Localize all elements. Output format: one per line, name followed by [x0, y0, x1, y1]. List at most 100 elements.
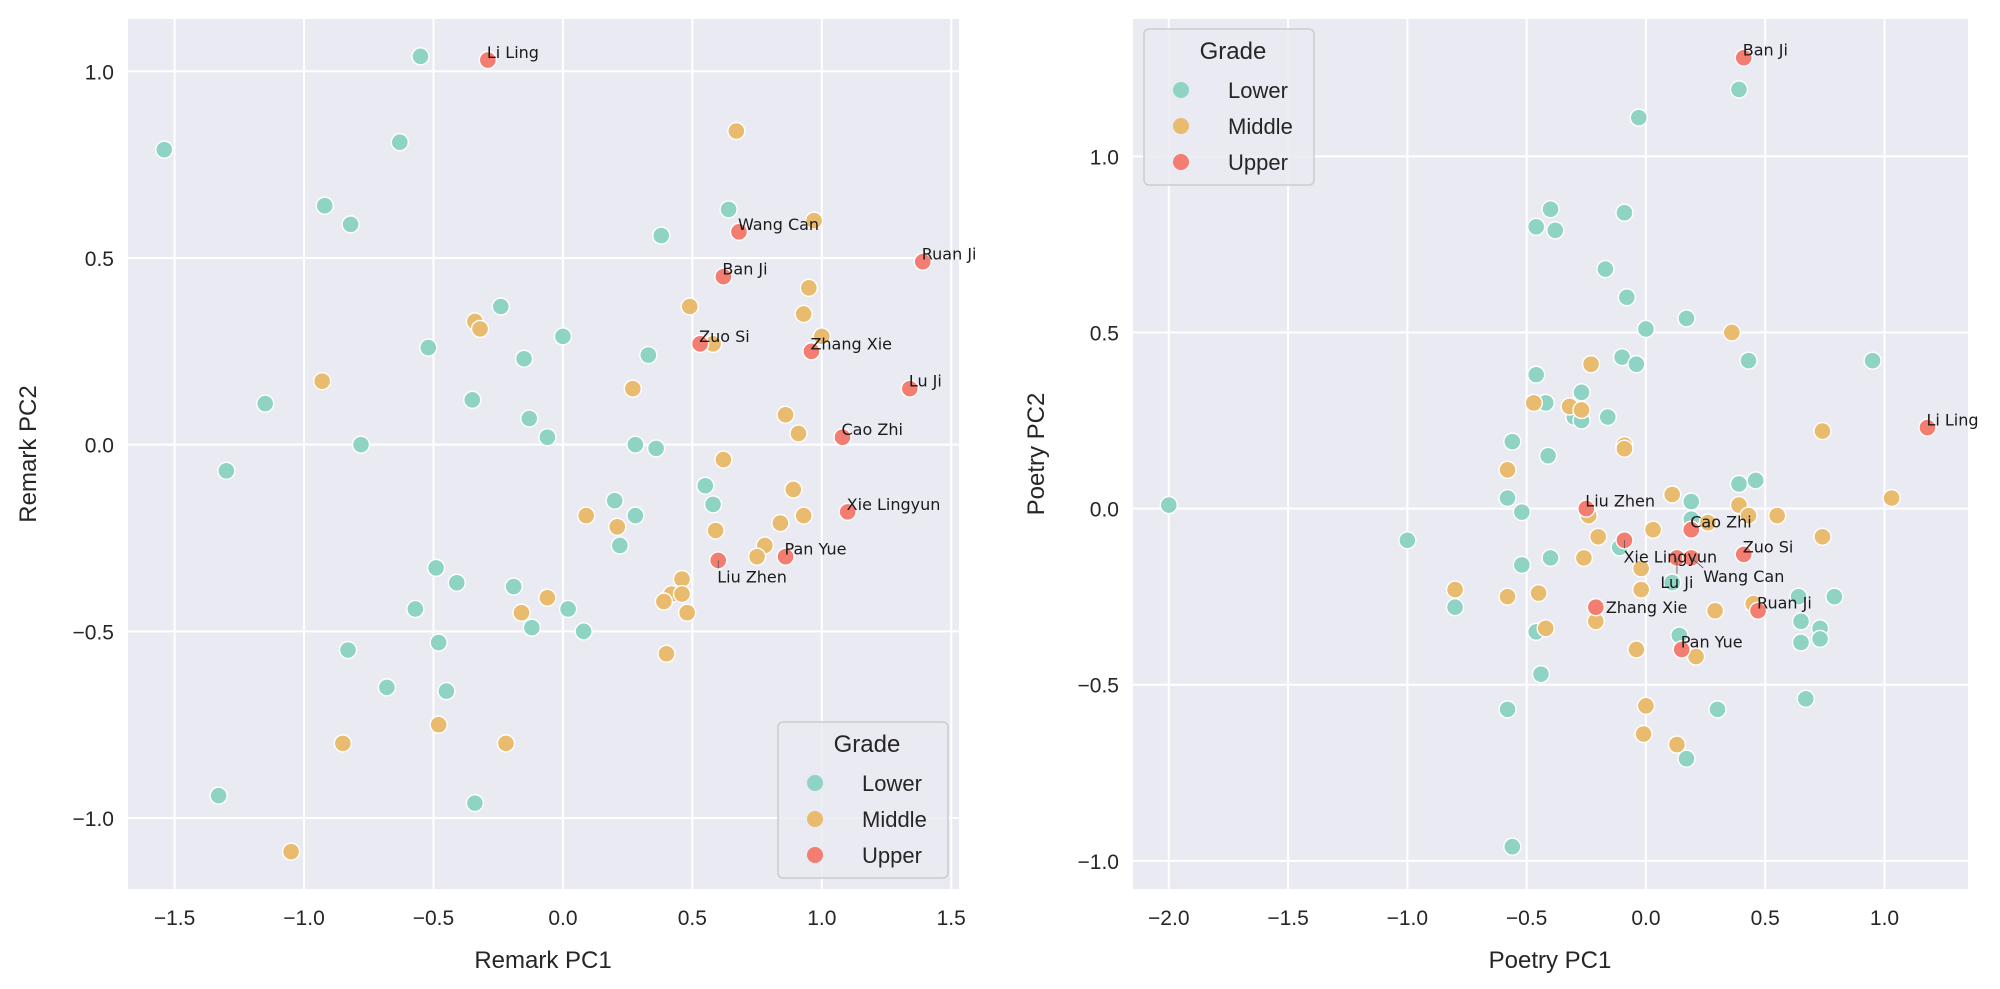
data-point-upper [833, 427, 852, 447]
point-label: Li Ling [1926, 411, 1978, 430]
data-point-middle [677, 603, 697, 622]
y-tick-label: −1.0 [1078, 851, 1119, 874]
data-point-lower [626, 506, 645, 525]
y-tick-label: −0.5 [1078, 675, 1119, 698]
data-point-lower [491, 297, 510, 316]
data-point-lower [1596, 259, 1615, 279]
x-tick-label: 0.0 [548, 907, 577, 930]
point-label: Wang Can [738, 215, 819, 234]
data-point-lower [1526, 217, 1546, 237]
x-tick-label: 1.0 [1870, 907, 1899, 930]
point-label: Ban Ji [1743, 41, 1788, 60]
y-tick-label: −0.5 [73, 621, 114, 644]
data-point-middle [1662, 485, 1682, 504]
legend-marker-upper [807, 847, 823, 863]
data-point-lower [217, 461, 236, 481]
data-point-lower [1825, 587, 1844, 606]
data-point-lower [411, 47, 430, 66]
data-point-middle [799, 278, 819, 298]
data-point-middle [747, 547, 767, 566]
data-point-middle [623, 379, 643, 398]
data-point-middle [333, 734, 353, 753]
data-point-middle [1536, 619, 1555, 638]
data-point-lower [1708, 700, 1727, 719]
data-points [155, 47, 932, 861]
data-point-middle [771, 513, 790, 533]
data-point-lower [1682, 492, 1701, 511]
data-point-lower [1746, 471, 1765, 490]
data-point-middle [706, 521, 725, 540]
point-label: Zhang Xie [810, 334, 892, 353]
data-point-lower [1541, 548, 1560, 568]
data-point-lower [646, 439, 666, 458]
data-point-lower [1541, 200, 1560, 219]
data-point-middle [1739, 506, 1758, 525]
data-point-middle [538, 588, 557, 607]
data-point-middle [1627, 640, 1646, 659]
data-point-middle [1498, 460, 1517, 480]
data-point-lower [1863, 351, 1882, 370]
data-point-lower [390, 133, 410, 152]
data-point-middle [470, 319, 490, 339]
data-point-upper [900, 379, 920, 398]
data-point-lower [719, 200, 738, 219]
data-point-lower [558, 599, 578, 619]
data-point-lower [1796, 689, 1815, 708]
data-point-lower [377, 678, 397, 697]
x-tick-label: −0.5 [413, 907, 454, 930]
data-point-lower [514, 349, 534, 368]
point-label: Li Ling [487, 43, 539, 62]
data-point-lower [209, 786, 228, 805]
data-point-lower [426, 558, 446, 578]
data-point-middle [1615, 439, 1634, 458]
data-point-upper [1577, 499, 1596, 518]
data-point-middle [789, 424, 808, 443]
legend: Grade Lower Middle Upper [1143, 28, 1315, 186]
data-point-middle [1634, 724, 1653, 744]
data-point-middle [812, 327, 831, 346]
data-point-lower [1546, 221, 1565, 240]
data-point-middle [714, 450, 733, 469]
data-point-upper [1918, 418, 1937, 437]
x-tick-label: −1.0 [283, 907, 324, 930]
data-point-lower [1572, 383, 1591, 402]
point-label: Zuo Si [1743, 537, 1794, 556]
point-label: Liu Zhen [1585, 492, 1655, 511]
label-leaders [1624, 540, 1704, 574]
data-point-middle [496, 734, 516, 753]
data-point-lower [1159, 495, 1178, 515]
data-point-lower [1531, 664, 1551, 684]
data-point-middle [429, 715, 448, 734]
point-label: Pan Yue [785, 540, 847, 559]
point-label: Pan Yue [1681, 632, 1743, 651]
data-point-lower [652, 226, 671, 245]
data-point-lower [1617, 288, 1637, 307]
data-point-lower [1739, 351, 1758, 370]
data-point-lower [522, 618, 542, 637]
series-upper [478, 50, 932, 570]
x-tick-label: −1.0 [1387, 907, 1428, 930]
y-tick-label: −1.0 [73, 808, 114, 831]
plot-area: −1.5 −1.0 −0.5 0.0 0.5 1.0 1.5 −1.0 −0.5 0.0 0.5 1.… [73, 19, 976, 930]
legend-marker-middle [807, 811, 823, 827]
data-point-middle [577, 506, 596, 525]
data-point-lower [1791, 612, 1811, 631]
legend-entry-lower: Lower [862, 771, 922, 796]
data-point-middle [1631, 559, 1651, 578]
data-point-lower [1512, 502, 1532, 522]
data-point-lower [626, 435, 645, 454]
data-point-lower [447, 573, 466, 593]
data-point-lower [1627, 354, 1646, 374]
legend-entry-middle: Middle [862, 807, 927, 832]
data-point-middle [1636, 696, 1656, 716]
legend-marker-middle [1173, 118, 1189, 134]
y-tick-label: 1.0 [1090, 146, 1119, 169]
data-point-lower [406, 599, 425, 619]
point-label: Lu Ji [909, 372, 942, 391]
data-point-middle [776, 405, 795, 424]
data-point-upper [478, 50, 498, 70]
data-point-upper [913, 252, 932, 271]
data-point-middle [1667, 735, 1687, 754]
data-point-lower [574, 622, 593, 641]
point-label: Zuo Si [699, 327, 750, 346]
